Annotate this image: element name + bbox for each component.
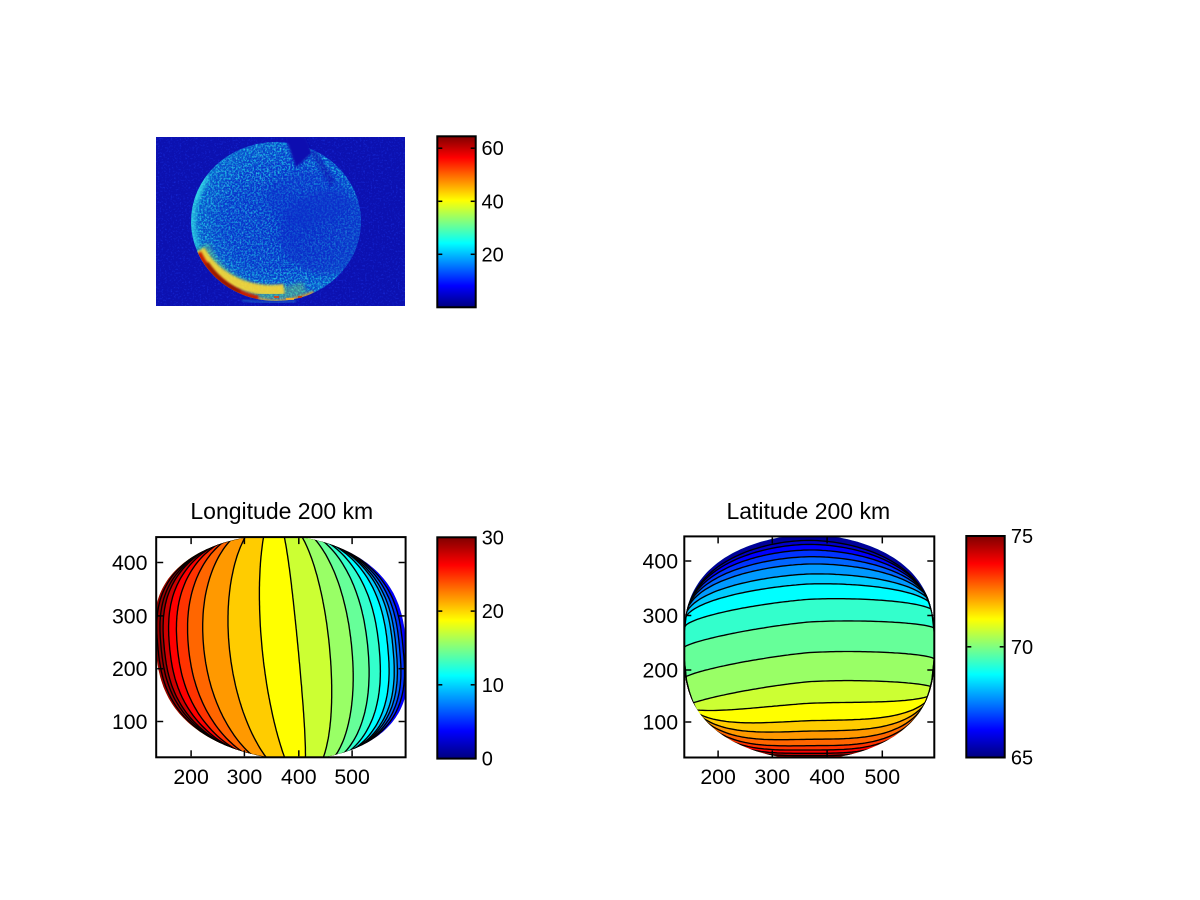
- svg-text:75: 75: [1011, 526, 1033, 548]
- svg-text:40: 40: [482, 191, 504, 213]
- svg-text:300: 300: [227, 765, 263, 789]
- svg-text:60: 60: [482, 138, 504, 160]
- svg-text:200: 200: [112, 657, 148, 681]
- svg-text:200: 200: [700, 765, 736, 789]
- svg-text:30: 30: [482, 527, 504, 549]
- svg-text:0: 0: [482, 749, 493, 771]
- svg-text:300: 300: [643, 604, 679, 628]
- svg-text:65: 65: [1011, 748, 1033, 770]
- svg-text:400: 400: [112, 551, 148, 575]
- svg-text:20: 20: [482, 601, 504, 623]
- svg-text:Latitude 200 km: Latitude 200 km: [726, 498, 890, 524]
- svg-text:Longitude 200 km: Longitude 200 km: [190, 498, 373, 524]
- svg-text:200: 200: [173, 765, 209, 789]
- svg-text:500: 500: [334, 765, 370, 789]
- svg-text:400: 400: [281, 765, 317, 789]
- svg-text:300: 300: [112, 604, 148, 628]
- svg-text:70: 70: [1011, 637, 1033, 659]
- svg-text:10: 10: [482, 675, 504, 697]
- svg-text:400: 400: [643, 550, 679, 574]
- svg-text:500: 500: [865, 765, 901, 789]
- svg-text:200: 200: [643, 659, 679, 683]
- svg-text:100: 100: [643, 711, 679, 735]
- svg-text:20: 20: [482, 244, 504, 266]
- svg-text:400: 400: [809, 765, 845, 789]
- svg-text:100: 100: [112, 710, 148, 734]
- svg-text:300: 300: [755, 765, 791, 789]
